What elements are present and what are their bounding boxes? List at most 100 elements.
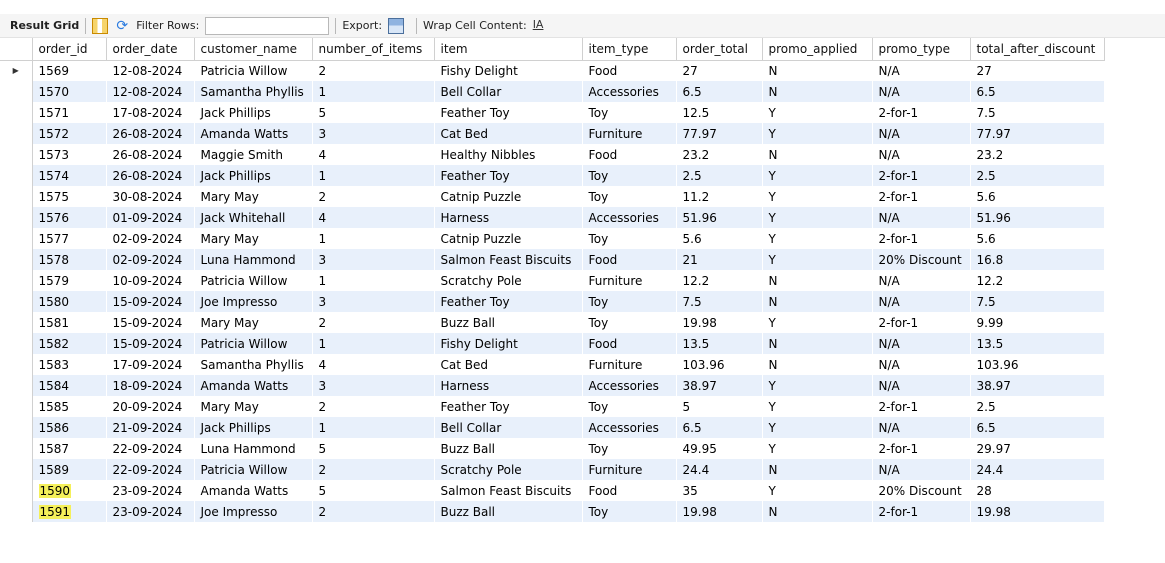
cell-order-total[interactable]: 49.95 xyxy=(676,438,762,459)
cell-item-type[interactable]: Accessories xyxy=(582,81,676,102)
cell-total-after-discount[interactable]: 2.5 xyxy=(970,396,1104,417)
row-marker[interactable] xyxy=(0,270,33,291)
cell-item[interactable]: Fishy Delight xyxy=(434,60,582,81)
cell-customer-name[interactable]: Joe Impresso xyxy=(194,501,312,522)
cell-number-of-items[interactable]: 2 xyxy=(312,459,434,480)
row-marker[interactable] xyxy=(0,144,33,165)
cell-promo-type[interactable]: N/A xyxy=(872,417,970,438)
cell-order-date[interactable]: 20-09-2024 xyxy=(106,396,194,417)
cell-order-date[interactable]: 15-09-2024 xyxy=(106,312,194,333)
cell-customer-name[interactable]: Patricia Willow xyxy=(194,333,312,354)
cell-order-id[interactable]: 1574 xyxy=(32,165,106,186)
cell-total-after-discount[interactable]: 103.96 xyxy=(970,354,1104,375)
cell-order-date[interactable]: 12-08-2024 xyxy=(106,81,194,102)
cell-customer-name[interactable]: Patricia Willow xyxy=(194,270,312,291)
cell-order-id[interactable]: 1580 xyxy=(32,291,106,312)
cell-number-of-items[interactable]: 3 xyxy=(312,123,434,144)
cell-promo-applied[interactable]: N xyxy=(762,333,872,354)
cell-customer-name[interactable]: Jack Phillips xyxy=(194,165,312,186)
cell-item-type[interactable]: Food xyxy=(582,60,676,81)
cell-promo-type[interactable]: N/A xyxy=(872,459,970,480)
cell-order-total[interactable]: 5 xyxy=(676,396,762,417)
cell-item[interactable]: Buzz Ball xyxy=(434,501,582,522)
cell-number-of-items[interactable]: 3 xyxy=(312,291,434,312)
cell-number-of-items[interactable]: 2 xyxy=(312,60,434,81)
cell-customer-name[interactable]: Amanda Watts xyxy=(194,480,312,501)
refresh-icon[interactable]: ⟳ xyxy=(116,17,129,34)
cell-total-after-discount[interactable]: 77.97 xyxy=(970,123,1104,144)
cell-item[interactable]: Feather Toy xyxy=(434,291,582,312)
cell-order-date[interactable]: 10-09-2024 xyxy=(106,270,194,291)
cell-number-of-items[interactable]: 1 xyxy=(312,165,434,186)
cell-item-type[interactable]: Toy xyxy=(582,396,676,417)
cell-number-of-items[interactable]: 1 xyxy=(312,228,434,249)
row-marker[interactable] xyxy=(0,396,33,417)
cell-order-total[interactable]: 24.4 xyxy=(676,459,762,480)
cell-item[interactable]: Bell Collar xyxy=(434,417,582,438)
cell-total-after-discount[interactable]: 28 xyxy=(970,480,1104,501)
table-row[interactable]: 1580 15-09-2024 Joe Impresso 3 Feather Toy To… xyxy=(0,291,1104,312)
cell-order-date[interactable]: 17-08-2024 xyxy=(106,102,194,123)
cell-item[interactable]: Healthy Nibbles xyxy=(434,144,582,165)
cell-number-of-items[interactable]: 1 xyxy=(312,270,434,291)
cell-item[interactable]: Fishy Delight xyxy=(434,333,582,354)
cell-item-type[interactable]: Toy xyxy=(582,228,676,249)
cell-order-total[interactable]: 7.5 xyxy=(676,291,762,312)
cell-total-after-discount[interactable]: 5.6 xyxy=(970,228,1104,249)
cell-promo-applied[interactable]: Y xyxy=(762,396,872,417)
cell-number-of-items[interactable]: 2 xyxy=(312,312,434,333)
cell-promo-applied[interactable]: Y xyxy=(762,312,872,333)
cell-order-id[interactable]: 1581 xyxy=(32,312,106,333)
row-marker[interactable] xyxy=(0,459,33,480)
cell-order-date[interactable]: 22-09-2024 xyxy=(106,438,194,459)
row-marker[interactable] xyxy=(0,480,33,501)
cell-total-after-discount[interactable]: 7.5 xyxy=(970,291,1104,312)
table-row[interactable]: 1579 10-09-2024 Patricia Willow 1 Scratchy P… xyxy=(0,270,1104,291)
cell-item-type[interactable]: Accessories xyxy=(582,207,676,228)
cell-order-date[interactable]: 22-09-2024 xyxy=(106,459,194,480)
row-marker[interactable] xyxy=(0,354,33,375)
cell-promo-type[interactable]: N/A xyxy=(872,291,970,312)
cell-order-date[interactable]: 26-08-2024 xyxy=(106,123,194,144)
row-marker[interactable] xyxy=(0,228,33,249)
table-row[interactable]: 1591 23-09-2024 Joe Impresso 2 Buzz Ball Toy 1… xyxy=(0,501,1104,522)
column-header[interactable]: item xyxy=(434,38,583,61)
row-marker[interactable] xyxy=(0,123,33,144)
cell-item[interactable]: Bell Collar xyxy=(434,81,582,102)
cell-total-after-discount[interactable]: 38.97 xyxy=(970,375,1104,396)
cell-promo-applied[interactable]: Y xyxy=(762,228,872,249)
cell-item-type[interactable]: Furniture xyxy=(582,459,676,480)
cell-order-total[interactable]: 51.96 xyxy=(676,207,762,228)
cell-promo-applied[interactable]: Y xyxy=(762,480,872,501)
row-marker[interactable] xyxy=(0,186,33,207)
cell-order-date[interactable]: 01-09-2024 xyxy=(106,207,194,228)
cell-item-type[interactable]: Food xyxy=(582,144,676,165)
row-marker[interactable]: ▶ xyxy=(0,60,33,81)
cell-total-after-discount[interactable]: 19.98 xyxy=(970,501,1104,522)
cell-total-after-discount[interactable]: 6.5 xyxy=(970,81,1104,102)
cell-promo-type[interactable]: N/A xyxy=(872,270,970,291)
cell-order-total[interactable]: 19.98 xyxy=(676,312,762,333)
cell-customer-name[interactable]: Amanda Watts xyxy=(194,375,312,396)
cell-promo-applied[interactable]: Y xyxy=(762,186,872,207)
cell-promo-type[interactable]: 2-for-1 xyxy=(872,165,970,186)
table-row[interactable]: 1572 26-08-2024 Amanda Watts 3 Cat Bed Furnit… xyxy=(0,123,1104,144)
cell-order-date[interactable]: 26-08-2024 xyxy=(106,165,194,186)
cell-order-total[interactable]: 77.97 xyxy=(676,123,762,144)
row-marker[interactable] xyxy=(0,81,33,102)
cell-promo-type[interactable]: 2-for-1 xyxy=(872,501,970,522)
table-row[interactable]: 1583 17-09-2024 Samantha Phyllis 4 Cat Bed Fu… xyxy=(0,354,1104,375)
cell-customer-name[interactable]: Luna Hammond xyxy=(194,249,312,270)
cell-customer-name[interactable]: Mary May xyxy=(194,186,312,207)
cell-customer-name[interactable]: Samantha Phyllis xyxy=(194,81,312,102)
cell-promo-applied[interactable]: N xyxy=(762,354,872,375)
cell-item-type[interactable]: Toy xyxy=(582,291,676,312)
cell-number-of-items[interactable]: 5 xyxy=(312,102,434,123)
row-marker[interactable] xyxy=(0,417,33,438)
cell-promo-applied[interactable]: Y xyxy=(762,207,872,228)
cell-item-type[interactable]: Toy xyxy=(582,165,676,186)
table-row[interactable]: 1587 22-09-2024 Luna Hammond 5 Buzz Ball Toy 4… xyxy=(0,438,1104,459)
cell-item-type[interactable]: Furniture xyxy=(582,354,676,375)
cell-customer-name[interactable]: Jack Phillips xyxy=(194,102,312,123)
cell-order-date[interactable]: 12-08-2024 xyxy=(106,60,194,81)
